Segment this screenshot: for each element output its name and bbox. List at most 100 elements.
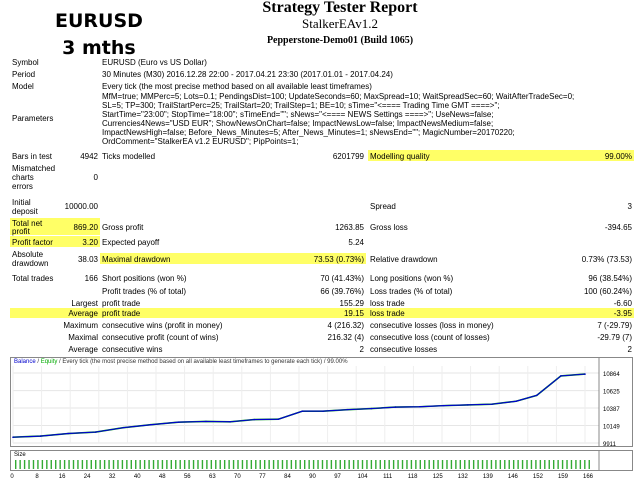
llt-value: -6.60 (613, 299, 632, 308)
ea-name: StalkerEAv1.2 (302, 16, 378, 31)
chart-plot: 10864 10625 10387 10149 9911 (12, 358, 620, 446)
payoff-label: Expected payoff (102, 238, 160, 247)
size-bar (357, 460, 359, 469)
size-bar (219, 460, 221, 469)
size-bar (41, 460, 44, 469)
apt-label: profit trade (102, 309, 141, 318)
reldd-value: 0.73% (73.53) (581, 255, 632, 264)
y-tick-label: 9911 (603, 442, 617, 446)
size-bar (490, 460, 493, 469)
size-bar (166, 460, 168, 469)
acw-label: consecutive wins (102, 345, 163, 354)
pf-value: 3.20 (82, 238, 98, 247)
balance-point (394, 406, 397, 408)
size-bar (344, 460, 346, 469)
size-bar (366, 460, 368, 469)
trades-value: 166 (84, 274, 98, 283)
size-bar (99, 460, 101, 469)
size-bar (295, 460, 297, 469)
mcp-value: 216.32 (4) (327, 333, 364, 342)
absdd-label-2: drawdown (12, 259, 49, 268)
size-bar (197, 460, 199, 469)
params-line: ImpactNewsHigh=false; Before_News_Minute… (102, 128, 515, 137)
balance-point (442, 404, 445, 407)
netprofit-value: 869.20 (73, 223, 98, 232)
size-bar (103, 460, 106, 469)
size-bar (15, 460, 17, 469)
size-bar (335, 460, 337, 469)
size-bar (446, 460, 448, 469)
size-bar (379, 460, 381, 469)
mismatch-label-1: Mismatched (12, 164, 56, 173)
size-bar (441, 460, 444, 469)
balance-point (253, 418, 256, 421)
average2-label: Average (68, 345, 98, 354)
balance-point (418, 405, 421, 408)
short-value: 70 (41.43%) (320, 274, 364, 283)
size-bar (317, 460, 319, 469)
alt-label: loss trade (370, 309, 405, 318)
ltrades-label: Loss trades (% of total) (370, 287, 453, 296)
size-bar (246, 460, 248, 469)
quality-label: Modelling quality (370, 152, 430, 161)
size-bar (130, 460, 132, 469)
period-label: Period (12, 70, 36, 79)
ptrades-label: Profit trades (% of total) (102, 287, 187, 296)
x-tick-label: 48 (159, 474, 166, 480)
size-bar (406, 460, 408, 469)
balance-point (491, 403, 493, 405)
size-bar (415, 460, 417, 469)
size-bar (397, 460, 399, 469)
maximum-label: Maximum (63, 321, 98, 330)
largest-label: Largest (71, 299, 98, 308)
overlay-symbol: EURUSD (55, 10, 143, 32)
netprofit-label-1: Total net (12, 219, 43, 228)
size-bar (561, 460, 564, 469)
netprofit-label-2: profit (12, 227, 30, 236)
x-tick-label: 139 (483, 474, 494, 480)
size-bar (95, 460, 97, 469)
size-bar (432, 460, 435, 469)
balance-point (205, 420, 207, 423)
x-tick-label: 132 (458, 474, 469, 480)
size-bar (277, 460, 279, 469)
size-bar (90, 460, 92, 469)
balance-point (515, 400, 517, 403)
size-bar (401, 460, 404, 469)
size-bar (232, 460, 235, 469)
size-bar (139, 460, 141, 469)
symbol-label: Symbol (12, 58, 39, 67)
llt-label: loss trade (370, 299, 405, 308)
size-bar (55, 460, 57, 469)
size-bar (241, 460, 244, 469)
balance-point (322, 410, 324, 412)
size-bar (206, 460, 208, 469)
size-bar (72, 460, 75, 469)
size-bar (557, 460, 559, 469)
size-bar (210, 460, 213, 469)
size-bar (575, 460, 577, 469)
balance-point (122, 426, 125, 429)
symbol-value: EURUSD (Euro vs US Dollar) (102, 58, 207, 67)
lpt-value: 155.29 (339, 299, 364, 308)
trades-label: Total trades (12, 274, 54, 283)
legend-description: / Every tick (the most precise method ba… (57, 359, 348, 365)
report-title: Strategy Tester Report (262, 0, 418, 16)
size-bar (312, 460, 315, 469)
absdd-value: 38.03 (77, 255, 98, 264)
deposit-label-1: Initial (12, 198, 31, 207)
size-bar (117, 460, 119, 469)
ptrades-value: 66 (39.76%) (320, 287, 364, 296)
size-bar (157, 460, 159, 469)
x-tick-label: 16 (59, 474, 66, 480)
size-bar (272, 460, 275, 469)
size-bar (192, 460, 195, 469)
y-tick-label: 10864 (603, 372, 620, 378)
x-tick-label: 24 (84, 474, 91, 480)
x-tick-label: 125 (433, 474, 444, 480)
size-bar (250, 460, 253, 469)
mcw-value: 4 (216.32) (327, 321, 364, 330)
mismatch-label-2: charts (12, 173, 34, 182)
spread-label: Spread (370, 202, 396, 211)
acl-value: 2 (627, 345, 632, 354)
